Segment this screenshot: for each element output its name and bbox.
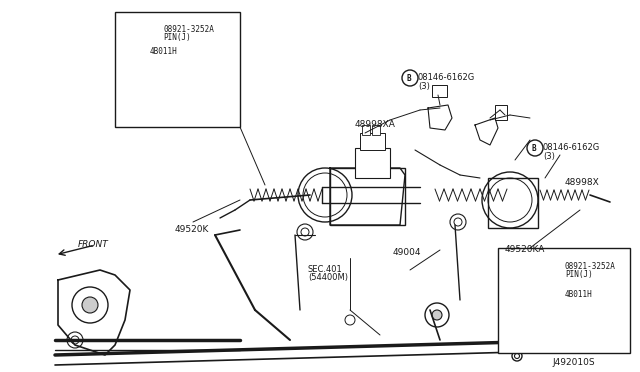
Text: 48998X: 48998X bbox=[565, 178, 600, 187]
Circle shape bbox=[432, 310, 442, 320]
Bar bbox=[372, 125, 380, 135]
Bar bbox=[115, 12, 240, 127]
Text: 4B011H: 4B011H bbox=[565, 290, 593, 299]
Bar bbox=[362, 125, 370, 135]
Text: 08146-6162G: 08146-6162G bbox=[543, 143, 600, 152]
Circle shape bbox=[67, 332, 83, 348]
Text: (3): (3) bbox=[418, 82, 430, 91]
Text: SEC.401: SEC.401 bbox=[308, 265, 343, 274]
Text: J492010S: J492010S bbox=[552, 358, 595, 367]
Text: 08921-3252A: 08921-3252A bbox=[565, 262, 616, 271]
Text: B: B bbox=[532, 144, 536, 153]
Text: PIN(J): PIN(J) bbox=[565, 270, 593, 279]
Bar bbox=[432, 85, 447, 97]
Text: 49520K: 49520K bbox=[175, 225, 209, 234]
Circle shape bbox=[541, 292, 548, 298]
Text: FRONT: FRONT bbox=[78, 240, 109, 249]
Circle shape bbox=[538, 288, 552, 302]
Polygon shape bbox=[330, 168, 405, 225]
Circle shape bbox=[82, 297, 98, 313]
Text: 49520KA: 49520KA bbox=[505, 245, 545, 254]
Circle shape bbox=[482, 172, 538, 228]
Circle shape bbox=[134, 46, 141, 54]
Text: 08146-6162G: 08146-6162G bbox=[418, 73, 476, 82]
Circle shape bbox=[450, 214, 466, 230]
Text: B: B bbox=[407, 74, 412, 83]
Text: 49004: 49004 bbox=[393, 248, 422, 257]
Text: 4B011H: 4B011H bbox=[150, 47, 178, 56]
Circle shape bbox=[425, 303, 449, 327]
Bar bbox=[330, 168, 405, 225]
Text: 08921-3252A: 08921-3252A bbox=[163, 25, 214, 34]
Bar bbox=[360, 133, 385, 150]
Circle shape bbox=[512, 351, 522, 361]
Bar bbox=[498, 248, 630, 353]
Circle shape bbox=[297, 224, 313, 240]
Bar bbox=[495, 105, 507, 120]
Text: (54400M): (54400M) bbox=[308, 273, 348, 282]
Bar bbox=[488, 178, 538, 228]
Text: PIN(J): PIN(J) bbox=[163, 33, 191, 42]
Text: 48998XA: 48998XA bbox=[355, 120, 396, 129]
Text: (3): (3) bbox=[543, 152, 555, 161]
Bar bbox=[355, 148, 390, 178]
Circle shape bbox=[72, 287, 108, 323]
Circle shape bbox=[120, 115, 130, 125]
Circle shape bbox=[131, 43, 145, 57]
Circle shape bbox=[298, 168, 352, 222]
